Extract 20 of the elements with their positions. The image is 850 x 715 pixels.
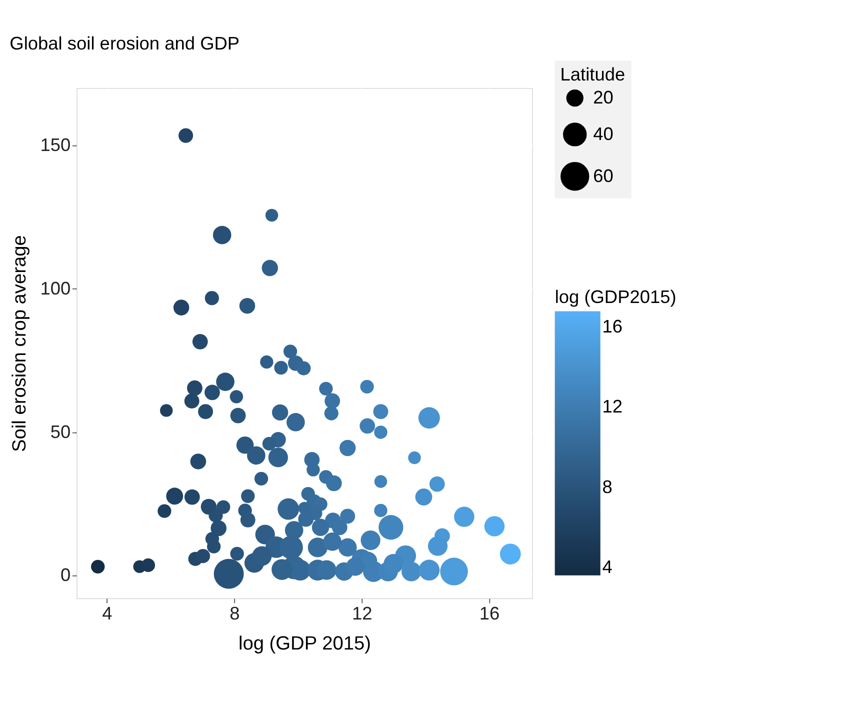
- legend-label: 20: [593, 87, 614, 108]
- color-bar-title: log (GDP2015): [554, 287, 676, 308]
- y-tick-label: 50: [50, 422, 71, 442]
- x-axis-title: log (GDP 2015): [238, 634, 372, 655]
- chart-title: Global soil erosion and GDP: [10, 34, 240, 54]
- color-bar-label: 8: [602, 476, 612, 497]
- legend-label: 40: [593, 124, 614, 144]
- x-tick-label: 8: [230, 604, 240, 624]
- y-tick-label: 0: [60, 565, 71, 586]
- legend-title: Latitude: [560, 64, 626, 85]
- x-tick-label: 12: [352, 604, 372, 624]
- legend-label: 60: [593, 166, 614, 186]
- color-bar-label: 12: [602, 396, 622, 417]
- color-bar-label: 4: [602, 556, 612, 577]
- color-bar-label: 16: [602, 316, 622, 337]
- x-tick-label: 4: [102, 604, 112, 624]
- y-axis-title: Soil erosion crop average: [10, 235, 31, 452]
- y-tick-label: 100: [40, 278, 71, 299]
- y-tick-label: 150: [40, 135, 71, 156]
- x-tick-label: 16: [479, 604, 500, 624]
